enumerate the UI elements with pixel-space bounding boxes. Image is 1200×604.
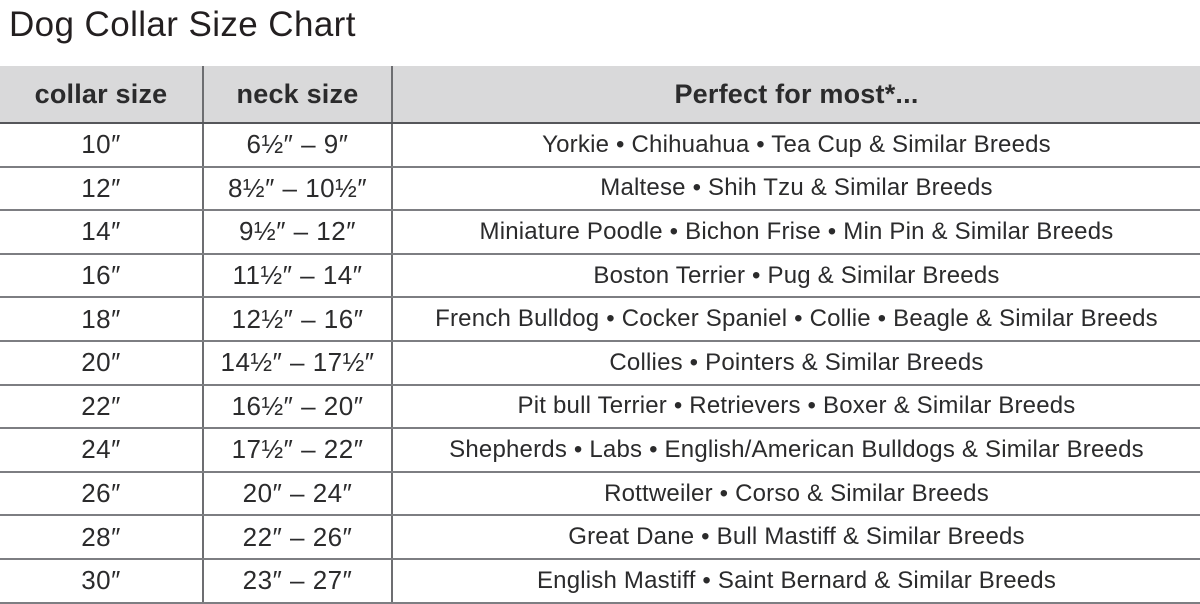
- neck-size-cell: 20″ – 24″: [204, 472, 393, 515]
- neck-size-cell: 12½″ – 16″: [204, 298, 393, 340]
- collar-size-cell: 10″: [0, 124, 204, 166]
- breeds-cell: English Mastiff • Saint Bernard & Simila…: [536, 566, 1057, 594]
- header-perfect-for-most: Perfect for most*...: [674, 78, 919, 109]
- table-body: 10″ 6½″ – 9″ Yorkie • Chihuahua • Tea Cu…: [0, 124, 1200, 604]
- table-header-row: collar size neck size Perfect for most*.…: [0, 66, 1200, 124]
- collar-size-cell: 30″: [0, 559, 204, 602]
- neck-size-cell: 6½″ – 9″: [204, 124, 393, 166]
- neck-size-cell: 22″ – 26″: [204, 516, 393, 558]
- table-row: 20″ 14½″ – 17½″ Collies • Pointers & Sim…: [0, 341, 1200, 386]
- breeds-cell: Miniature Poodle • Bichon Frise • Min Pi…: [479, 217, 1114, 245]
- neck-size-cell: 16½″ – 20″: [204, 385, 393, 428]
- header-collar-size: collar size: [0, 66, 204, 122]
- breeds-cell: Boston Terrier • Pug & Similar Breeds: [593, 261, 1000, 289]
- breeds-cell: Yorkie • Chihuahua • Tea Cup & Similar B…: [542, 130, 1051, 158]
- table-row: 16″ 11½″ – 14″ Boston Terrier • Pug & Si…: [0, 254, 1200, 299]
- table-row: 18″ 12½″ – 16″ French Bulldog • Cocker S…: [0, 298, 1200, 342]
- neck-size-cell: 23″ – 27″: [204, 559, 393, 602]
- breeds-cell: Shepherds • Labs • English/American Bull…: [449, 435, 1144, 463]
- collar-size-cell: 16″: [0, 254, 204, 297]
- neck-size-cell: 14½″ – 17½″: [204, 341, 393, 384]
- neck-size-cell: 8½″ – 10½″: [204, 167, 393, 210]
- header-neck-size: neck size: [204, 66, 393, 122]
- breeds-cell: French Bulldog • Cocker Spaniel • Collie…: [435, 305, 1158, 333]
- collar-size-cell: 18″: [0, 298, 204, 340]
- breeds-cell: Great Dane • Bull Mastiff & Similar Bree…: [568, 523, 1025, 551]
- collar-size-chart-table: collar size neck size Perfect for most*.…: [0, 66, 1200, 604]
- collar-size-cell: 12″: [0, 167, 204, 210]
- collar-size-cell: 20″: [0, 341, 204, 384]
- table-row: 26″ 20″ – 24″ Rottweiler • Corso & Simil…: [0, 472, 1200, 517]
- collar-size-cell: 28″: [0, 516, 204, 558]
- breeds-cell: Collies • Pointers & Similar Breeds: [609, 348, 984, 376]
- collar-size-cell: 14″: [0, 211, 204, 253]
- table-row: 28″ 22″ – 26″ Great Dane • Bull Mastiff …: [0, 516, 1200, 560]
- neck-size-cell: 9½″ – 12″: [204, 211, 393, 253]
- collar-size-cell: 22″: [0, 385, 204, 428]
- breeds-cell: Maltese • Shih Tzu & Similar Breeds: [600, 174, 993, 202]
- breeds-cell: Pit bull Terrier • Retrievers • Boxer & …: [517, 392, 1076, 420]
- collar-size-cell: 26″: [0, 472, 204, 515]
- collar-size-cell: 24″: [0, 429, 204, 471]
- table-row: 12″ 8½″ – 10½″ Maltese • Shih Tzu & Simi…: [0, 167, 1200, 212]
- breeds-cell: Rottweiler • Corso & Similar Breeds: [604, 479, 989, 507]
- neck-size-cell: 11½″ – 14″: [204, 254, 393, 297]
- page-title: Dog Collar Size Chart: [9, 5, 356, 44]
- table-row: 10″ 6½″ – 9″ Yorkie • Chihuahua • Tea Cu…: [0, 124, 1200, 168]
- table-row: 24″ 17½″ – 22″ Shepherds • Labs • Englis…: [0, 429, 1200, 473]
- neck-size-cell: 17½″ – 22″: [204, 429, 393, 471]
- table-row: 14″ 9½″ – 12″ Miniature Poodle • Bichon …: [0, 211, 1200, 255]
- table-row: 22″ 16½″ – 20″ Pit bull Terrier • Retrie…: [0, 385, 1200, 430]
- table-row: 30″ 23″ – 27″ English Mastiff • Saint Be…: [0, 559, 1200, 604]
